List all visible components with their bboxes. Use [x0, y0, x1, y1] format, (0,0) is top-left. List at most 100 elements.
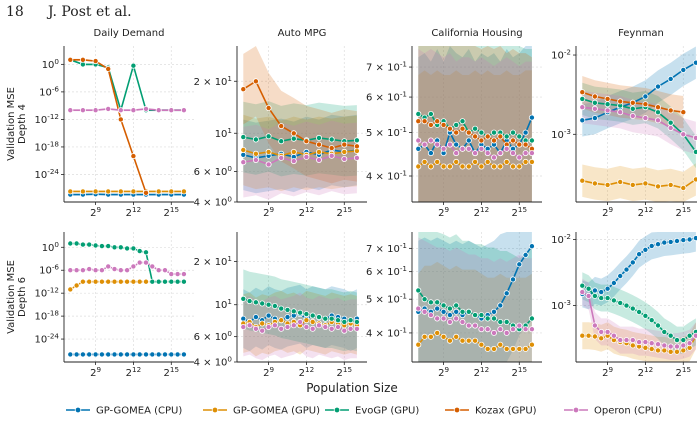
data-point [309, 325, 316, 332]
data-point [111, 266, 118, 273]
series-line [243, 149, 357, 157]
data-point [579, 177, 586, 184]
data-point [522, 150, 529, 157]
data-point [315, 134, 322, 141]
data-point [686, 236, 693, 243]
data-point [105, 351, 112, 358]
data-point [655, 104, 662, 111]
y-tick-label: 7 × 10-1 [366, 241, 407, 255]
data-point [680, 131, 687, 138]
data-point [503, 158, 510, 165]
data-point [598, 289, 605, 296]
data-point [522, 158, 529, 165]
data-point [655, 241, 662, 248]
data-point [472, 150, 479, 157]
data-point [680, 237, 687, 244]
data-point [142, 259, 149, 266]
page-number: 18 [6, 4, 24, 20]
data-point [591, 333, 598, 340]
data-point [617, 272, 624, 279]
data-point [667, 119, 674, 126]
data-point [490, 163, 497, 170]
data-point [168, 351, 175, 358]
data-point [509, 276, 516, 283]
data-point [503, 133, 510, 140]
data-point [503, 345, 510, 352]
data-point [453, 302, 460, 309]
data-point [252, 150, 259, 157]
data-point [265, 161, 272, 168]
chart-panel-3: 7 × 10-1 6 × 10-1 5 × 10-1 4 × 10-1 29 212 215… [366, 28, 542, 219]
data-point [472, 133, 479, 140]
data-point [303, 311, 310, 318]
row-label: Validation MSE [6, 260, 17, 334]
data-point [73, 240, 80, 247]
data-point [516, 322, 523, 329]
data-point [591, 105, 598, 112]
series-band [70, 58, 184, 112]
data-point [98, 278, 105, 285]
data-point [598, 328, 605, 335]
data-point [434, 158, 441, 165]
x-tick-label: 212 [299, 205, 315, 219]
legend-label: EvoGP (GPU) [355, 406, 419, 417]
data-point [427, 163, 434, 170]
data-point [667, 238, 674, 245]
data-point [617, 299, 624, 306]
data-point [415, 287, 422, 294]
data-point [465, 337, 472, 344]
data-point [265, 312, 272, 319]
data-point [174, 278, 181, 285]
data-point [655, 109, 662, 116]
data-point [130, 245, 137, 252]
data-point [124, 351, 131, 358]
x-tick-label: 212 [299, 365, 315, 379]
data-point [278, 138, 285, 145]
data-point [446, 337, 453, 344]
data-point [86, 266, 93, 273]
data-point [598, 295, 605, 302]
series-band [243, 284, 357, 352]
series-band [582, 91, 696, 155]
data-point [528, 114, 535, 121]
data-point [271, 322, 278, 329]
data-point [111, 244, 118, 251]
data-point [674, 343, 681, 350]
data-point [98, 267, 105, 274]
x-tick-label: 215 [164, 205, 180, 219]
data-point [503, 318, 510, 325]
data-point [459, 125, 466, 132]
data-point [168, 278, 175, 285]
data-point [79, 107, 86, 114]
data-point [516, 261, 523, 268]
data-point [629, 99, 636, 106]
legend-label: GP-GOMEA (GPU) [233, 406, 320, 417]
data-point [478, 145, 485, 152]
data-point [465, 145, 472, 152]
data-point [655, 83, 662, 90]
data-point [92, 58, 99, 65]
x-tick-label: 29 [602, 205, 613, 219]
data-point [427, 137, 434, 144]
data-point [142, 249, 149, 256]
data-point [271, 302, 278, 309]
data-point [130, 263, 137, 270]
data-point [440, 333, 447, 340]
data-point [585, 332, 592, 339]
data-point [421, 333, 428, 340]
row-label: Depth 4 [17, 104, 28, 144]
data-point [610, 332, 617, 339]
series-band [243, 120, 357, 200]
data-point [117, 278, 124, 285]
x-tick-label: 215 [337, 205, 353, 219]
data-point [623, 266, 630, 273]
data-point [92, 107, 99, 114]
data-point [642, 93, 649, 100]
y-tick-label: 6 × 10-1 [366, 90, 407, 104]
y-tick-label: 10-18 [35, 309, 60, 323]
y-tick-label: 100 [42, 240, 60, 254]
data-point [136, 248, 143, 255]
data-point [155, 351, 162, 358]
data-point [246, 298, 253, 305]
